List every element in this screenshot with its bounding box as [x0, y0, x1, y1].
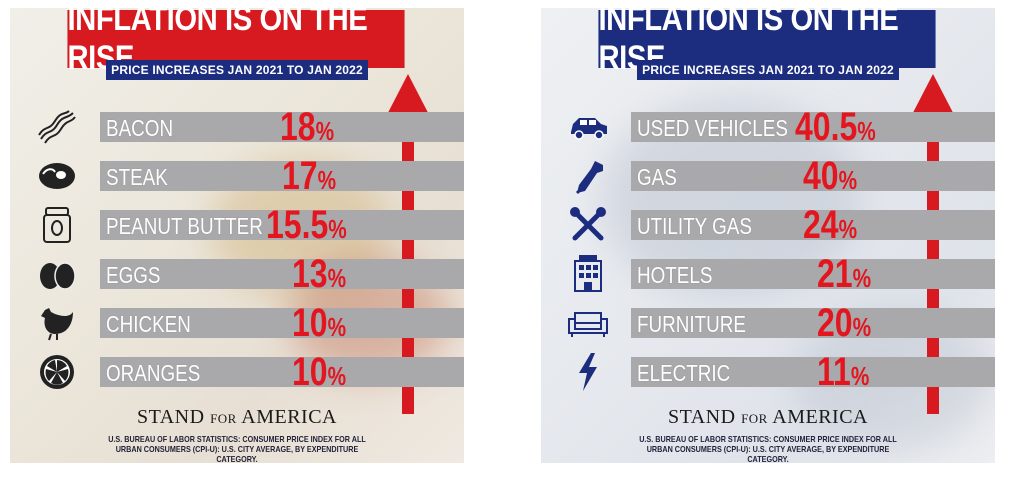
chart-title: INFLATION IS ON THE RISE	[598, 8, 936, 77]
bar-row: USED VEHICLES 40.5%	[541, 104, 995, 154]
peanut-butter-jar-icon	[36, 206, 78, 244]
value-label: 20%	[817, 301, 872, 345]
category-label: USED VEHICLES	[637, 115, 788, 141]
rising-arrow	[903, 74, 963, 414]
category-label: STEAK	[106, 164, 168, 190]
chicken-icon	[36, 304, 78, 342]
source-note: U.S. BUREAU OF LABOR STATISTICS: CONSUME…	[108, 434, 366, 463]
sofa-icon	[567, 304, 609, 342]
chart-panel-energy: INFLATION IS ON THE RISE PRICE INCREASES…	[541, 8, 995, 463]
bar	[631, 210, 995, 240]
bar	[100, 161, 464, 191]
value-label: 40.5%	[795, 105, 876, 149]
category-label: BACON	[106, 115, 174, 141]
bar-row: CHICKEN 10%	[10, 300, 464, 350]
category-label: FURNITURE	[637, 311, 746, 337]
wrench-screwdriver-icon	[567, 206, 609, 244]
eggs-icon	[36, 255, 78, 293]
bar-row: STEAK 17%	[10, 153, 464, 203]
steak-icon	[36, 157, 78, 195]
value-label: 10%	[292, 301, 347, 345]
car-icon	[567, 108, 609, 146]
bar-row: UTILITY GAS 24%	[541, 202, 995, 252]
bar-row: FURNITURE 20%	[541, 300, 995, 350]
category-label: PEANUT BUTTER	[106, 213, 263, 239]
rising-arrow	[378, 74, 438, 414]
bar	[100, 210, 464, 240]
value-label: 24%	[803, 203, 858, 247]
hotel-icon	[567, 255, 609, 293]
bar	[100, 308, 464, 338]
category-label: UTILITY GAS	[637, 213, 752, 239]
orange-slice-icon	[36, 353, 78, 391]
stand-for-america-logo: STAND FOR AMERICA	[667, 406, 868, 428]
lightning-bolt-icon	[567, 353, 609, 391]
category-label: EGGS	[106, 262, 161, 288]
bar-row: ELECTRIC 11%	[541, 349, 995, 399]
source-note: U.S. BUREAU OF LABOR STATISTICS: CONSUME…	[639, 434, 897, 463]
value-label: 21%	[817, 252, 872, 296]
chart-subtitle: PRICE INCREASES JAN 2021 TO JAN 2022	[637, 60, 899, 80]
value-label: 18%	[280, 105, 335, 149]
category-label: ELECTRIC	[637, 360, 731, 386]
bar	[631, 259, 995, 289]
chart-panel-food: INFLATION IS ON THE RISE PRICE INCREASES…	[10, 8, 464, 463]
bar	[631, 112, 995, 142]
bar	[100, 112, 464, 142]
chart-title: INFLATION IS ON THE RISE	[67, 8, 405, 77]
value-label: 13%	[292, 252, 347, 296]
category-label: HOTELS	[637, 262, 713, 288]
stand-for-america-logo: STAND FOR AMERICA	[136, 406, 337, 428]
value-label: 17%	[282, 154, 337, 198]
value-label: 10%	[292, 350, 347, 394]
bar-row: EGGS 13%	[10, 251, 464, 301]
bacon-icon	[36, 108, 78, 146]
bar	[631, 161, 995, 191]
chart-subtitle: PRICE INCREASES JAN 2021 TO JAN 2022	[106, 60, 368, 80]
value-label: 40%	[803, 154, 858, 198]
value-label: 15.5%	[266, 203, 347, 247]
category-label: CHICKEN	[106, 311, 191, 337]
bar	[100, 259, 464, 289]
category-label: GAS	[637, 164, 677, 190]
bar-row: GAS 40%	[541, 153, 995, 203]
bar-row: ORANGES 10%	[10, 349, 464, 399]
gas-pump-icon	[567, 157, 609, 195]
bar-row: HOTELS 21%	[541, 251, 995, 301]
bar-row: PEANUT BUTTER 15.5%	[10, 202, 464, 252]
value-label: 11%	[817, 350, 870, 394]
bar	[100, 357, 464, 387]
bar	[631, 357, 995, 387]
bar	[631, 308, 995, 338]
bar-row: BACON 18%	[10, 104, 464, 154]
category-label: ORANGES	[106, 360, 201, 386]
